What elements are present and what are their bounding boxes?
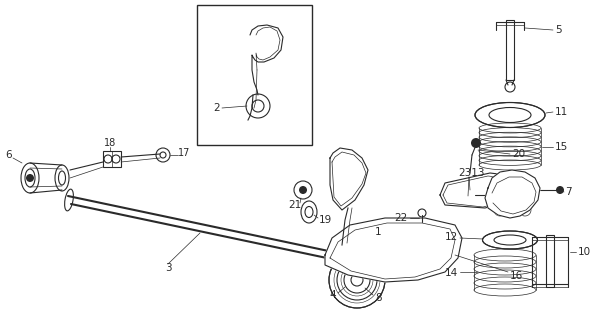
- Circle shape: [329, 252, 385, 308]
- Text: 8: 8: [375, 293, 381, 303]
- Text: 14: 14: [444, 268, 458, 278]
- Text: 10: 10: [578, 247, 591, 257]
- Text: 7: 7: [565, 187, 572, 197]
- Circle shape: [342, 177, 358, 193]
- Circle shape: [460, 194, 472, 206]
- Text: 9: 9: [530, 190, 537, 200]
- Circle shape: [471, 138, 481, 148]
- Circle shape: [26, 174, 34, 182]
- Text: 17: 17: [178, 148, 190, 158]
- Text: 3: 3: [165, 263, 171, 273]
- Text: 2: 2: [214, 103, 220, 113]
- Text: 15: 15: [555, 142, 568, 152]
- Bar: [546, 235, 554, 287]
- Text: 18: 18: [104, 138, 116, 148]
- Ellipse shape: [483, 231, 537, 249]
- Text: 16: 16: [510, 271, 523, 281]
- Circle shape: [420, 226, 424, 230]
- Circle shape: [556, 186, 564, 194]
- Text: 21: 21: [289, 200, 302, 210]
- Polygon shape: [485, 170, 540, 218]
- Text: 6: 6: [5, 150, 12, 160]
- Text: 5: 5: [555, 25, 562, 35]
- Ellipse shape: [475, 102, 545, 127]
- Text: 22: 22: [394, 213, 408, 223]
- Polygon shape: [330, 148, 368, 210]
- Bar: [462, 188, 484, 196]
- Bar: [197, 5, 312, 145]
- Circle shape: [503, 184, 523, 204]
- Polygon shape: [325, 218, 462, 282]
- Bar: [506, 20, 514, 80]
- Text: 20: 20: [512, 149, 525, 159]
- Text: 2313: 2313: [458, 168, 484, 178]
- Text: 11: 11: [555, 107, 568, 117]
- Text: 12: 12: [444, 232, 458, 242]
- Polygon shape: [440, 173, 520, 208]
- Text: 19: 19: [319, 215, 332, 225]
- Bar: [358, 234, 435, 270]
- Bar: [103, 151, 121, 167]
- Text: 4: 4: [330, 290, 336, 300]
- Text: 1: 1: [375, 227, 381, 237]
- Circle shape: [299, 186, 307, 194]
